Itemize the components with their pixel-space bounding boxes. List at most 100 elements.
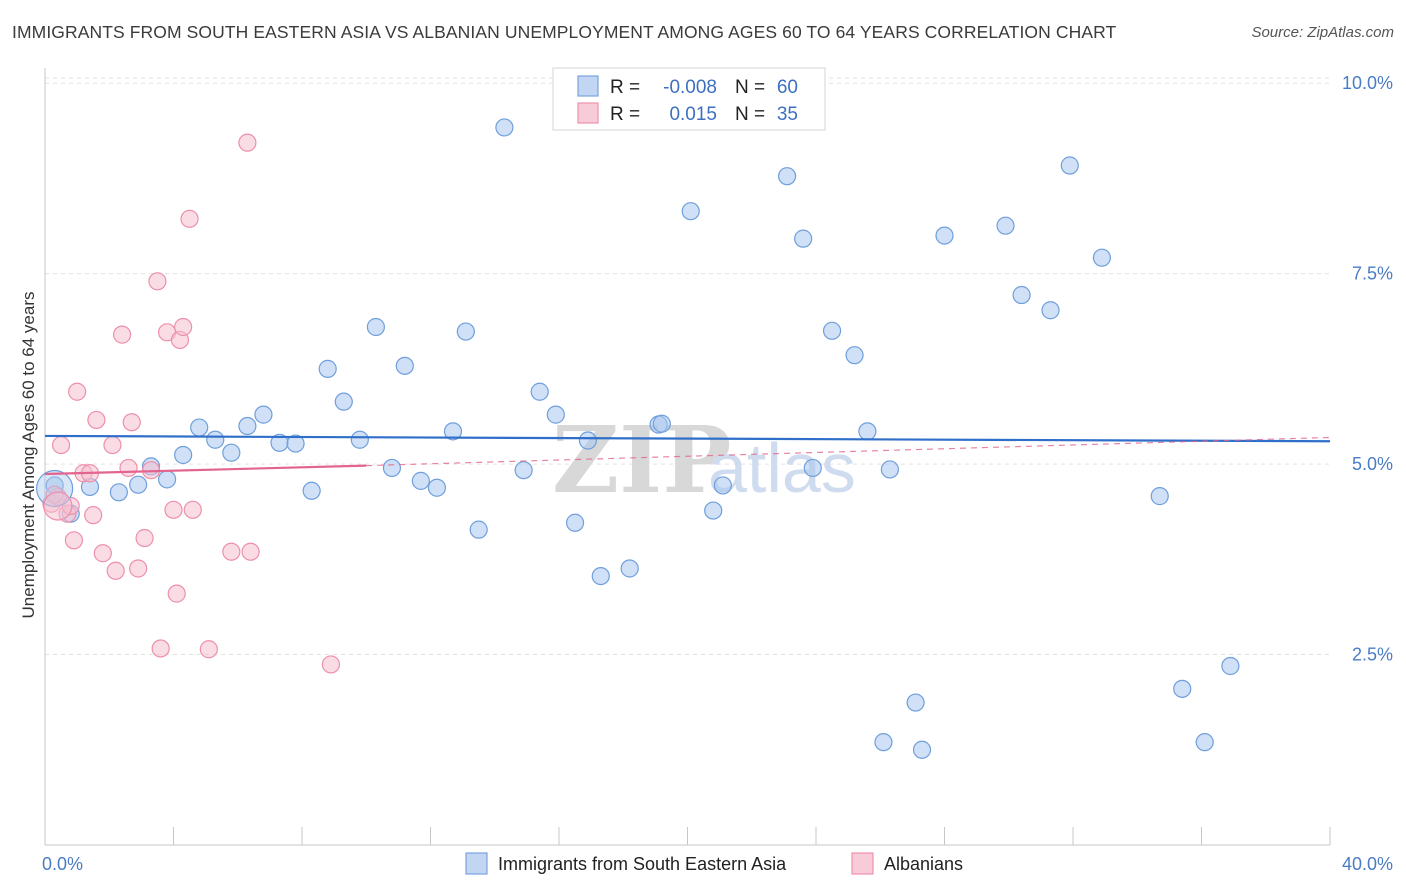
point-alb-cluster (43, 491, 73, 521)
point-alb-29 (199, 640, 218, 659)
axis-layer: 2.5% 5.0% 7.5% 10.0% 0.0% 40.0% (42, 68, 1393, 874)
trendline-alb-extension (366, 436, 1331, 467)
grid-layer (45, 77, 1330, 656)
point-sea-18 (350, 430, 369, 449)
point-sea-8 (190, 418, 209, 437)
point-sea-10 (222, 443, 241, 462)
point-sea-31 (565, 513, 585, 532)
point-alb-32 (241, 542, 260, 561)
series-swatch-pink (851, 852, 874, 875)
y-tick-label-2: 7.5% (1352, 264, 1393, 284)
point-sea-49 (912, 740, 932, 759)
legend-n-value-1: 60 (777, 77, 798, 98)
point-sea-34 (620, 559, 639, 578)
chart-title: IMMIGRANTS FROM SOUTH EASTERN ASIA VS AL… (12, 22, 1117, 42)
point-sea-17 (334, 392, 353, 411)
point-alb-9 (84, 506, 103, 525)
x-tick-label-0: 0.0% (42, 854, 83, 874)
point-alb-23 (164, 500, 183, 519)
watermark-zip: ZIP (552, 406, 731, 514)
point-sea-19 (366, 317, 385, 337)
point-sea-15 (302, 481, 321, 500)
point-sea-20 (382, 458, 402, 478)
point-sea-21 (395, 356, 414, 375)
trend-layer (44, 434, 1331, 476)
point-sea-55 (1092, 248, 1112, 267)
point-alb-26 (174, 317, 193, 337)
point-alb-28 (183, 500, 202, 519)
point-sea-51 (996, 216, 1015, 235)
point-sea-30 (546, 405, 565, 424)
point-alb-16 (122, 413, 141, 432)
point-sea-3 (109, 483, 128, 502)
point-sea-9 (206, 430, 225, 449)
point-sea-52 (1012, 285, 1031, 305)
watermark: ZIP atlas (552, 406, 856, 514)
legend-r-label-2: R = (610, 104, 640, 125)
point-sea-16 (318, 359, 337, 378)
point-sea-53 (1041, 301, 1060, 320)
point-sea-48 (906, 693, 925, 712)
point-sea-14 (286, 434, 305, 453)
series-label-blue: Immigrants from South Eastern Asia (498, 854, 787, 874)
legend-n-value-2: 35 (777, 104, 798, 125)
point-alb-18 (135, 528, 154, 548)
point-alb-11 (93, 544, 112, 563)
point-sea-38 (704, 501, 723, 520)
point-sea-33 (591, 566, 610, 586)
point-alb-30 (222, 542, 241, 561)
point-sea-58 (1195, 733, 1214, 752)
point-alb-13 (106, 561, 125, 580)
point-alb-17 (129, 559, 148, 578)
y-tick-label-0: 2.5% (1352, 645, 1393, 665)
legend-r-label-1: R = (610, 77, 640, 98)
point-sea-4 (129, 475, 148, 494)
legend-n-label-2: N = (735, 104, 765, 125)
point-sea-7 (174, 445, 193, 465)
point-sea-56 (1150, 487, 1169, 506)
point-sea-50 (935, 226, 954, 245)
point-alb-24 (167, 584, 186, 603)
point-alb-12 (103, 435, 122, 455)
series-legend: Immigrants from South Eastern Asia Alban… (465, 852, 963, 875)
point-alb-31 (238, 133, 257, 152)
legend-r-value-2: 0.015 (669, 104, 717, 125)
point-sea-32 (578, 431, 598, 450)
point-sea-29 (530, 382, 549, 401)
chart-source: Source: ZipAtlas.com (1251, 24, 1394, 41)
legend-swatch-pink (577, 102, 599, 124)
points-layer (36, 118, 1240, 759)
point-sea-57 (1173, 679, 1192, 698)
point-sea-37 (681, 202, 700, 221)
point-alb-14 (112, 325, 132, 344)
point-sea-25 (456, 322, 475, 341)
point-sea-44 (845, 346, 864, 365)
point-sea-40 (777, 167, 797, 186)
point-sea-11 (238, 416, 257, 436)
point-sea-36 (652, 414, 671, 433)
point-sea-43 (822, 321, 842, 340)
point-sea-41 (794, 229, 813, 248)
point-alb-21 (151, 639, 170, 658)
point-sea-59 (1221, 656, 1240, 676)
point-alb-6 (68, 382, 87, 401)
point-sea-45 (858, 422, 877, 441)
series-label-pink: Albanians (884, 854, 963, 874)
point-alb-27 (180, 209, 199, 228)
y-axis-title: Unemployment Among Ages 60 to 64 years (19, 292, 38, 619)
trendline-alb (44, 464, 367, 476)
legend-n-label-1: N = (735, 77, 765, 98)
point-sea-26 (469, 520, 488, 539)
point-sea-28 (514, 461, 533, 480)
y-tick-label-1: 5.0% (1352, 454, 1393, 474)
point-alb-15 (119, 458, 138, 478)
series-swatch-blue (465, 852, 488, 875)
point-alb-10 (87, 410, 106, 430)
point-sea-24 (443, 422, 463, 441)
point-sea-12 (254, 405, 273, 424)
point-alb-33 (321, 655, 341, 674)
point-sea-54 (1060, 156, 1079, 175)
watermark-atlas: atlas (708, 429, 856, 507)
point-sea-23 (427, 478, 447, 497)
